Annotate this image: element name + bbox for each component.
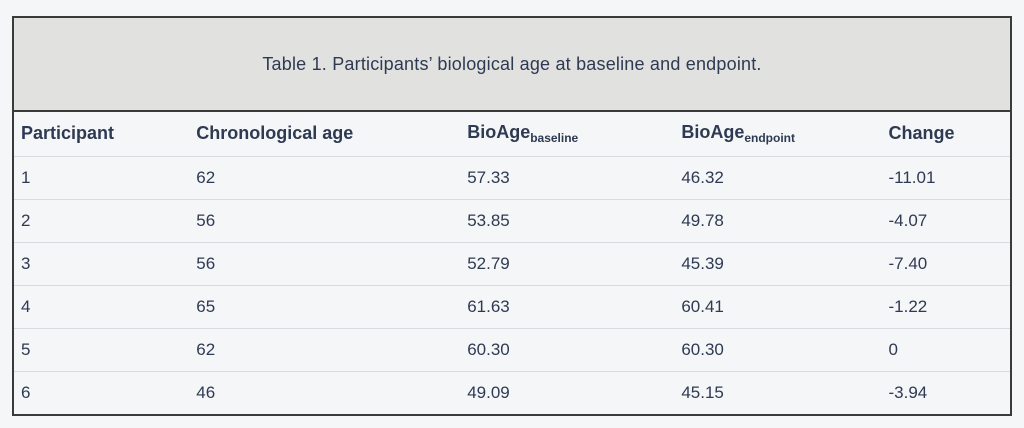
table-cell: -1.22: [881, 285, 1010, 329]
table-cell: 61.63: [460, 285, 675, 329]
table-cell: -11.01: [881, 156, 1010, 200]
table-cell: 60.30: [460, 328, 675, 372]
column-header-bioage-baseline: BioAgebaseline: [460, 112, 675, 157]
table-cell: 60.41: [674, 285, 882, 329]
table-cell: 53.85: [460, 199, 675, 243]
table-cell: 49.09: [467, 382, 510, 402]
table-cell: 56: [189, 242, 461, 286]
table-cell: 2: [14, 199, 190, 243]
table-cell: 45.39: [674, 242, 882, 286]
table-cell: 3: [14, 242, 190, 286]
table-cell: 0: [881, 328, 1010, 372]
table-cell: 57.33: [460, 156, 675, 200]
column-header-bioage-baseline-sub: baseline: [530, 131, 579, 146]
table-cell: -3.94: [888, 382, 928, 402]
table-cell: 1: [14, 156, 190, 200]
participants-table: Table 1. Participants’ biological age at…: [12, 16, 1012, 416]
table-cell: 49.78: [674, 199, 882, 243]
table-caption: Table 1. Participants’ biological age at…: [14, 18, 1010, 112]
table-row: 6 46 49.09 45.15 -3.94: [14, 371, 1010, 414]
column-header-bioage-baseline-base: BioAge: [467, 122, 531, 143]
table-cell: 62: [189, 156, 461, 200]
table-row: 2 56 53.85 49.78 -4.07: [14, 199, 1010, 243]
table-cell: 65: [189, 285, 461, 329]
table-cell: 60.30: [674, 328, 882, 372]
table-cell: 52.79: [460, 242, 675, 286]
table-row: 3 56 52.79 45.39 -7.40: [14, 242, 1010, 286]
table-cell: 56: [189, 199, 461, 243]
table-cell: -4.07: [881, 199, 1010, 243]
column-header-bioage-endpoint-base: BioAge: [681, 122, 745, 143]
table-cell: 4: [14, 285, 190, 329]
table-cell: 46: [196, 382, 216, 402]
column-header-chronological-age: Chronological age: [189, 112, 461, 157]
table-cell: 6: [21, 382, 31, 402]
column-header-bioage-endpoint: BioAgeendpoint: [674, 112, 882, 157]
table-row: 5 62 60.30 60.30 0: [14, 328, 1010, 372]
column-header-participant: Participant: [14, 112, 190, 157]
column-header-bioage-endpoint-sub: endpoint: [744, 131, 795, 146]
table-cell: 46.32: [674, 156, 882, 200]
table-row: 1 62 57.33 46.32 -11.01: [14, 156, 1010, 200]
table-cell: 5: [14, 328, 190, 372]
column-header-change: Change: [881, 112, 1010, 157]
table-row: 4 65 61.63 60.41 -1.22: [14, 285, 1010, 329]
table-cell: -7.40: [881, 242, 1010, 286]
table-cell: 62: [189, 328, 461, 372]
header-row: Participant Chronological age BioAgebase…: [14, 112, 1010, 157]
table-cell: 45.15: [681, 382, 724, 402]
